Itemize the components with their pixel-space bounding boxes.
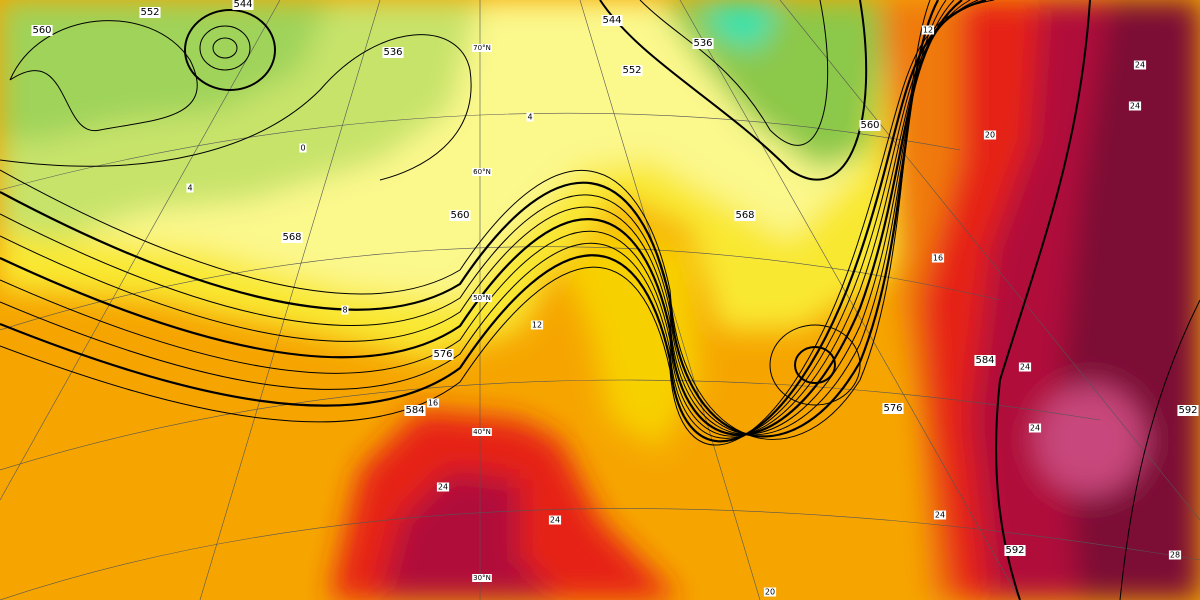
temperature-label: 8: [342, 306, 347, 315]
label-box: [232, 0, 254, 10]
label-box: [341, 305, 349, 315]
label-box: [526, 112, 534, 122]
temperature-label: 24: [550, 516, 560, 525]
label-box: [601, 15, 623, 26]
latitude-label: 60°N: [473, 168, 491, 176]
label-box: [1018, 362, 1032, 372]
temperature-label: 24: [438, 483, 448, 492]
contour-label: 568: [735, 210, 754, 221]
contour-label: 592: [1005, 545, 1024, 556]
label-box: [1177, 405, 1199, 416]
contour-line: [0, 0, 955, 435]
temperature-label: 24: [1130, 102, 1140, 111]
contour-line: [0, 0, 971, 437]
contour-line: [0, 0, 995, 446]
label-box: [1133, 60, 1147, 70]
label-box: [974, 355, 996, 366]
label-box: [621, 65, 643, 76]
temperature-label: 24: [1020, 363, 1030, 372]
contour-line: [0, 0, 987, 443]
label-box: [472, 574, 492, 582]
temperature-label: 4: [187, 184, 192, 193]
label-box: [449, 210, 471, 221]
label-box: [530, 320, 544, 330]
temperature-label: 12: [923, 26, 933, 35]
label-box: [436, 482, 450, 492]
contour-line: [0, 0, 939, 438]
label-box: [31, 25, 53, 36]
label-box: [933, 510, 947, 520]
label-box: [882, 403, 904, 414]
label-box: [1168, 550, 1182, 560]
latitude-label: 50°N: [473, 294, 491, 302]
temperature-label: 0: [300, 144, 305, 153]
contour-label: 584: [405, 405, 424, 416]
contour-line: [0, 0, 979, 439]
label-box: [472, 428, 492, 436]
contour-label: 568: [282, 232, 301, 243]
contour-line: [0, 0, 963, 436]
label-box: [1004, 545, 1026, 556]
temperature-label: 20: [765, 588, 775, 597]
label-box: [472, 44, 492, 52]
contour-label: 552: [140, 7, 159, 18]
temperature-label: 12: [532, 321, 542, 330]
contour-label: 576: [433, 349, 452, 360]
temperature-label: 24: [1135, 61, 1145, 70]
label-box: [548, 515, 562, 525]
temperature-label: 28: [1170, 551, 1180, 560]
label-box: [382, 47, 404, 58]
label-box: [404, 405, 426, 416]
contour-label: 536: [383, 47, 402, 58]
label-box: [186, 183, 194, 193]
contour-label: 576: [883, 403, 902, 414]
contour-label: 560: [860, 120, 879, 131]
label-box: [692, 38, 714, 49]
label-box: [1028, 423, 1042, 433]
contour-label: 552: [622, 65, 641, 76]
label-box: [1128, 101, 1142, 111]
label-box: [931, 253, 945, 263]
contour-label: 544: [233, 0, 252, 10]
contour-line: [0, 0, 947, 436]
contour-label: 536: [693, 38, 712, 49]
temperature-label: 16: [933, 254, 943, 263]
contour-label: 544: [602, 15, 621, 26]
label-box: [281, 232, 303, 243]
contour-label: 592: [1178, 405, 1197, 416]
label-box: [139, 7, 161, 18]
label-box: [472, 294, 492, 302]
label-box: [426, 398, 440, 408]
contour-line: [0, 0, 931, 440]
temperature-label: 24: [935, 511, 945, 520]
temperature-label: 16: [428, 399, 438, 408]
label-box: [921, 25, 935, 35]
contour-label: 560: [450, 210, 469, 221]
contour-label: 560: [32, 25, 51, 36]
latitude-label: 30°N: [473, 574, 491, 582]
label-box: [859, 120, 881, 131]
labels: 552 560 544 536 560 568 576 584 544 552 …: [31, 0, 1199, 597]
latitude-label: 40°N: [473, 428, 491, 436]
label-box: [472, 168, 492, 176]
latitude-label: 70°N: [473, 44, 491, 52]
temperature-label: 4: [527, 113, 532, 122]
label-box: [432, 349, 454, 360]
label-box: [299, 143, 307, 153]
label-box: [734, 210, 756, 221]
label-box: [763, 587, 777, 597]
label-box: [983, 130, 997, 140]
contour-label: 584: [975, 355, 994, 366]
temperature-label: 20: [985, 131, 995, 140]
temperature-label: 24: [1030, 424, 1040, 433]
